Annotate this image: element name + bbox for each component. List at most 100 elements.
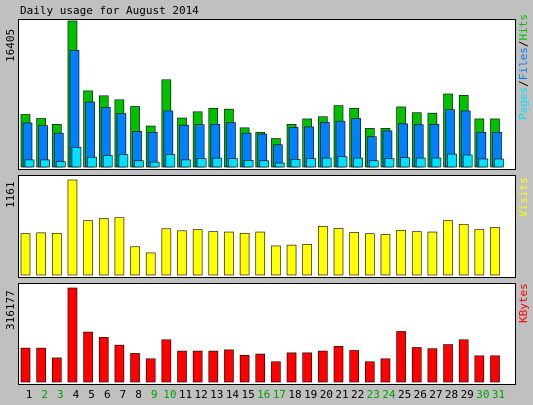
x-tick-label: 7	[120, 388, 127, 401]
x-tick-label: 1	[26, 388, 33, 401]
kbytes-bar	[208, 350, 219, 383]
legend-pages: Pages	[517, 87, 530, 120]
kbytes-bar	[224, 349, 234, 383]
x-tick-label: 22	[351, 388, 364, 401]
pages-bar	[24, 159, 35, 168]
kbytes-bar	[255, 353, 266, 383]
pages-bar	[181, 159, 191, 168]
visits-bar	[161, 228, 172, 276]
pages-bar	[149, 161, 160, 168]
visits-bar	[114, 217, 125, 276]
pages-bar	[196, 158, 207, 168]
pages-bar	[415, 157, 426, 168]
kbytes-bars	[20, 287, 500, 383]
pages-bar	[353, 157, 363, 168]
legend-sep-1: /	[517, 80, 530, 87]
x-tick-label: 26	[414, 388, 427, 401]
pages-bar	[275, 162, 285, 168]
x-tick-label: 30	[476, 388, 489, 401]
pages-bar	[447, 153, 457, 168]
pages-bar	[212, 157, 223, 168]
visits-bar	[145, 252, 156, 276]
kbytes-bar	[51, 357, 62, 383]
x-tick-label: 31	[492, 388, 505, 401]
pages-bar	[431, 157, 442, 168]
x-tick-label: 21	[335, 388, 348, 401]
visits-bar	[286, 244, 297, 276]
kbytes-bar	[349, 350, 359, 383]
pages-bar	[306, 158, 317, 168]
x-tick-label: 10	[163, 388, 176, 401]
kbytes-bar	[396, 331, 406, 383]
x-tick-label: 11	[179, 388, 192, 401]
x-tick-label: 23	[367, 388, 380, 401]
x-tick-label: 16	[257, 388, 270, 401]
visits-bar	[239, 232, 250, 276]
x-tick-label: 5	[88, 388, 95, 401]
pages-bar	[368, 160, 379, 168]
kbytes-bar	[364, 361, 375, 383]
visits-bar	[36, 232, 46, 276]
x-tick-label: 12	[195, 388, 208, 401]
visits-bar	[271, 245, 281, 276]
visits-bar	[411, 231, 422, 276]
kbytes-bar	[114, 344, 125, 383]
pages-bar	[165, 154, 176, 168]
x-tick-label: 8	[135, 388, 142, 401]
visits-bar	[51, 232, 62, 276]
visits-ymax-label: 1161	[4, 182, 17, 209]
legend-files: Files	[517, 47, 530, 80]
kbytes-bar	[20, 347, 31, 383]
visits-bar	[333, 228, 344, 276]
visits-bar	[130, 246, 140, 276]
files-bar	[147, 131, 158, 168]
visits-bar	[474, 229, 485, 276]
kbytes-bar	[318, 350, 328, 383]
legend-kbytes: KBytes	[517, 283, 530, 323]
x-tick-label: 20	[320, 388, 333, 401]
kbytes-bar	[427, 348, 438, 383]
visits-bars	[20, 179, 500, 276]
legend-pages-files-hits: Pages/Files/Hits	[517, 14, 530, 120]
kbytes-bar	[490, 355, 500, 383]
kbytes-bar	[177, 350, 187, 383]
visits-panel	[18, 175, 516, 278]
pages-bar	[290, 159, 301, 168]
pages-bar	[494, 158, 504, 168]
visits-bar	[427, 231, 438, 276]
kbytes-bar	[98, 337, 109, 383]
pages-bar	[118, 154, 129, 168]
x-tick-label: 6	[104, 388, 111, 401]
kbytes-bar	[333, 346, 344, 383]
x-tick-label: 24	[382, 388, 396, 401]
legend-sep-2: /	[517, 41, 530, 48]
x-axis-day-labels: 1 2 3 4 5 6 7 8 9 10 11 12 13 14 15 16 17 18 19 20 21 22 23 24 2…	[26, 388, 505, 401]
x-tick-label: 19	[304, 388, 317, 401]
pages-bar	[40, 159, 50, 168]
x-tick-label: 28	[445, 388, 458, 401]
visits-bar	[208, 231, 219, 276]
x-tick-label: 13	[210, 388, 223, 401]
kbytes-bar	[458, 339, 469, 383]
kbytes-bar	[411, 347, 422, 383]
pages-bar	[259, 160, 270, 168]
visits-bar	[177, 230, 187, 276]
kbytes-bar	[474, 355, 485, 383]
hits-ymax-label: 16405	[4, 29, 17, 62]
kbytes-bar	[239, 354, 250, 383]
hits-files-pages-bars	[20, 20, 504, 168]
visits-bar	[98, 218, 109, 276]
pages-bar	[322, 157, 332, 168]
kbytes-bar	[83, 331, 93, 383]
visits-bar	[302, 244, 313, 276]
pages-bar	[102, 155, 113, 168]
kbytes-bar	[36, 347, 46, 383]
visits-bar	[443, 220, 453, 276]
kbytes-bar	[161, 339, 172, 383]
visits-bar	[83, 220, 93, 276]
kbytes-bar	[271, 361, 281, 383]
pages-bar	[243, 160, 254, 168]
kbytes-bar	[145, 358, 156, 383]
kbytes-bar	[443, 344, 453, 383]
